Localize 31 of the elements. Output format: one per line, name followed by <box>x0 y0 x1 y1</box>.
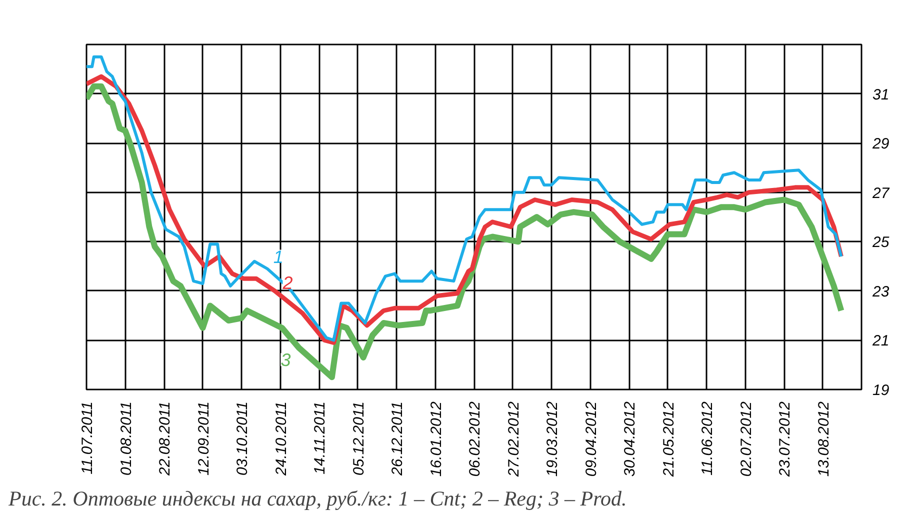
y-tick-label: 23 <box>872 283 890 300</box>
x-tick-label: 11.07.2011 <box>79 401 96 474</box>
x-tick-label: 14.11.2011 <box>312 401 328 474</box>
y-tick-label: 21 <box>872 332 890 350</box>
x-tick-label: 06.02.2012 <box>466 400 484 477</box>
x-tick-label: 26.12.2011 <box>389 401 406 476</box>
y-tick-label: 25 <box>872 234 890 252</box>
y-tick-label: 19 <box>872 382 890 399</box>
x-tick-label: 19.03.2012 <box>544 400 561 477</box>
x-tick-label: 01.08.2011 <box>118 401 135 476</box>
x-tick-label: 24.10.2011 <box>272 401 290 476</box>
x-tick-label: 05.12.2011 <box>350 401 368 476</box>
y-tick-label: 31 <box>872 86 890 104</box>
x-tick-label: 16.01.2012 <box>428 400 445 477</box>
x-tick-label: 03.10.2011 <box>234 401 251 476</box>
text: Рис. 2. Оптовые индексы на сахар, руб./кг: 1 – Cnt; 2 – Reg; 3 – Prod. <box>8 486 627 510</box>
x-tick-label: 21.05.2012 <box>660 400 678 478</box>
y-tick-label: 27 <box>872 184 890 202</box>
series-label: 2 <box>282 272 293 293</box>
series-label: 1 <box>273 246 284 267</box>
x-tick-label: 22.08.2011 <box>156 401 174 476</box>
series-label: 3 <box>280 350 291 370</box>
x-tick-label: 13.08.2012 <box>815 400 832 477</box>
x-tick-label: 02.07.2012 <box>738 400 755 477</box>
x-tick-label: 27.02.2012 <box>505 400 522 478</box>
x-tick-label: 11.06.2012 <box>699 400 716 476</box>
y-tick-label: 29 <box>872 136 890 153</box>
x-tick-label: 09.04.2012 <box>582 400 600 477</box>
x-tick-label: 30.04.2012 <box>622 400 638 477</box>
x-tick-label: 23.07.2012 <box>776 400 794 478</box>
x-tick-label: 12.09.2011 <box>195 401 212 476</box>
